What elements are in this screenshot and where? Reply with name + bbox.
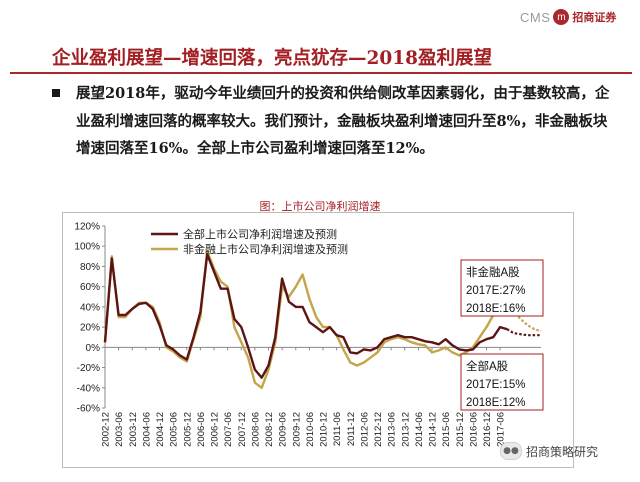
x-tick-label: 2013-06 (387, 412, 398, 447)
x-tick-label: 2013-12 (400, 412, 411, 447)
x-tick-label: 2014-12 (428, 412, 439, 447)
y-tick-label: 120% (74, 222, 100, 233)
line-chart: -60% -40% -20% 0% 20% 40% 60% 80% 100% 120% 2002-1… (74, 222, 544, 447)
company-logo: CMS m 招商证券 (520, 6, 632, 28)
annotation-all-a-text: 2017E:15% (466, 379, 525, 391)
annotation-non-financial-text: 2018E:16% (466, 303, 525, 315)
logo-cn-text: 招商证券 (572, 11, 617, 24)
x-tick-label: 2010-12 (319, 412, 330, 447)
y-tick-label: 0% (86, 343, 101, 354)
x-tick-label: 2015-06 (441, 412, 452, 447)
bullet-square-icon (52, 89, 60, 97)
x-tick-label: 2009-06 (278, 412, 289, 447)
y-tick-label: -20% (77, 363, 100, 374)
x-tick-label: 2008-06 (250, 412, 261, 447)
logo-text: CMS (520, 9, 551, 25)
annotation-all-a-text: 全部A股 (466, 359, 509, 373)
x-tick-label: 2010-06 (305, 412, 316, 447)
wechat-icon: ●● (500, 442, 522, 460)
x-tick-label: 2011-06 (332, 412, 343, 446)
logo-mark-icon: m (553, 9, 570, 25)
annotation-all-a-box (460, 353, 544, 411)
x-tick-label: 2011-12 (346, 412, 357, 446)
chart-frame: -60% -40% -20% 0% 20% 40% 60% 80% 100% 120% 2002-1… (62, 212, 574, 468)
x-tick-label: 2016-06 (468, 412, 479, 447)
slide-title: 企业盈利展望—增速回落，亮点犹存—2018盈利展望 (52, 48, 492, 69)
x-tick-label: 2016-12 (482, 412, 493, 447)
y-tick-label: 100% (74, 242, 100, 253)
x-tick-label: 2006-12 (210, 412, 221, 447)
watermark: ●● 招商策略研究 (500, 442, 598, 460)
x-tick-label: 2008-12 (264, 412, 275, 447)
x-tick-label: 2014-06 (414, 412, 425, 447)
series-all-a-line (103, 253, 508, 379)
y-tick-label: 40% (80, 302, 100, 313)
legend-label: 非金融上市公司净利润增速及预测 (183, 242, 348, 256)
legend-label: 全部上市公司净利润增速及预测 (183, 227, 337, 241)
series-all-a-forecast-line (506, 328, 541, 337)
annotation-non-financial-box (460, 259, 544, 317)
x-tick-label: 2007-12 (237, 412, 248, 447)
watermark-text: 招商策略研究 (526, 444, 599, 459)
annotation-all-a-text: 2018E:12% (466, 397, 525, 409)
series-non-financial-line (103, 250, 508, 389)
annotation-non-financial-text: 2017E:27% (466, 285, 525, 297)
x-tick-label: 2003-12 (128, 412, 139, 447)
x-tick-label: 2017-06 (496, 412, 507, 447)
body-paragraph: 展望2018年，驱动今年业绩回升的投资和供给侧改革因素弱化，由于基数较高，企业盈… (76, 85, 610, 157)
x-tick-label: 2005-12 (182, 412, 193, 447)
x-tick-label: 2002-12 (101, 412, 112, 447)
x-tick-label: 2003-06 (114, 412, 125, 447)
x-tick-label: 2015-12 (455, 412, 466, 447)
title-rule (10, 72, 632, 74)
x-tick-label: 2007-06 (223, 412, 234, 447)
x-tick-label: 2005-06 (169, 412, 180, 447)
x-tick-label: 2004-06 (141, 412, 152, 447)
figure-title: 图：上市公司净利润增速 (259, 200, 381, 213)
y-tick-label: 60% (80, 282, 100, 293)
x-tick-label: 2012-06 (359, 412, 370, 447)
y-tick-label: 20% (80, 323, 100, 334)
x-tick-label: 2012-12 (373, 412, 384, 447)
y-tick-label: -40% (77, 383, 100, 394)
x-tick-label: 2006-06 (196, 412, 207, 447)
y-tick-label: 80% (80, 262, 100, 273)
y-tick-label: -60% (77, 404, 100, 415)
x-tick-label: 2009-12 (291, 412, 302, 447)
x-tick-label: 2004-12 (155, 412, 166, 447)
annotation-non-financial-text: 非金融A股 (466, 265, 520, 279)
